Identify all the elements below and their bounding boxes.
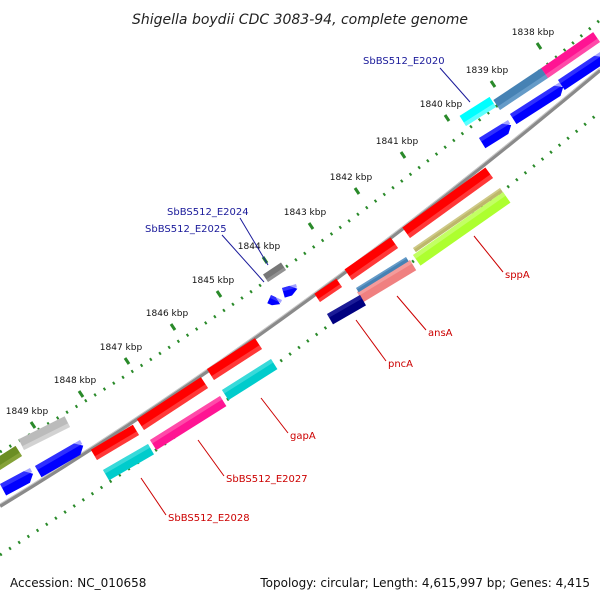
gene-labels: SbBS512_E2020 SbBS512_E2024 SbBS512_E2025s… <box>145 56 530 524</box>
tick-mark <box>77 390 85 398</box>
tick-label: 1842 kbp <box>330 173 373 183</box>
label-leader-line <box>239 217 269 266</box>
gene-label: pncA <box>388 359 413 370</box>
tick-mark <box>489 80 497 88</box>
label-leader-line <box>197 439 225 477</box>
gene-feature <box>558 52 600 90</box>
gene-feature <box>541 32 600 78</box>
tick-label: 1838 kbp <box>512 28 555 38</box>
label-leader-line <box>260 397 289 434</box>
gene-feature <box>327 295 366 325</box>
label-leader-line <box>221 234 265 283</box>
gene-feature <box>402 167 493 238</box>
tick-label: 1848 kbp <box>54 376 97 386</box>
tick-labels: 1838 kbp 1839 kbp 1840 kbp 1841 kbp 1842 kbp… <box>6 28 555 417</box>
gene-label: ansA <box>428 328 453 339</box>
gene-label: SbBS512_E2027 <box>226 474 308 485</box>
inner-tick-ring <box>0 110 600 557</box>
gene-feature <box>222 359 278 401</box>
outer-tick-ring <box>0 18 600 454</box>
gene-feature <box>18 416 70 450</box>
tick-mark <box>443 114 451 122</box>
label-leader-line <box>473 235 504 273</box>
gene-label: SbBS512_E2024 <box>167 207 249 218</box>
label-leader-line <box>355 319 387 362</box>
gene-feature <box>150 396 227 451</box>
gene-label: SbBS512_E2025 <box>145 224 227 235</box>
tick-mark <box>399 151 407 159</box>
tick-mark <box>169 323 177 331</box>
gene-feature <box>493 68 548 110</box>
gene-feature <box>459 96 496 126</box>
genome-summary-text: Topology: circular; Length: 4,615,997 bp… <box>260 576 590 590</box>
label-leader-line <box>396 295 427 331</box>
gene-feature <box>136 377 208 430</box>
label-leaders <box>140 67 504 516</box>
tick-label: 1843 kbp <box>284 208 327 218</box>
tick-label: 1845 kbp <box>192 276 235 286</box>
gene-feature <box>0 468 34 496</box>
gene-label: SbBS512_E2020 <box>363 56 445 67</box>
gene-feature <box>314 278 342 302</box>
tick-label: 1841 kbp <box>376 137 419 147</box>
gene-feature <box>479 120 512 149</box>
gene-feature <box>90 424 139 460</box>
tick-label: 1846 kbp <box>146 309 189 319</box>
label-leader-line <box>140 477 167 516</box>
gene-label: SbBS512_E2028 <box>168 513 250 524</box>
tick-label: 1839 kbp <box>466 66 509 76</box>
tick-label: 1844 kbp <box>238 242 281 252</box>
gene-label: gapA <box>290 431 316 442</box>
label-leader-line <box>439 67 471 103</box>
gene-feature <box>263 262 286 282</box>
gene-feature <box>267 295 282 306</box>
gene-feature <box>35 440 84 478</box>
genome-backbone-highlight <box>0 67 600 505</box>
map-title: Shigella boydii CDC 3083-94, complete ge… <box>132 12 468 28</box>
gene-feature <box>282 284 298 298</box>
tick-label: 1847 kbp <box>100 343 143 353</box>
tick-mark <box>29 421 37 429</box>
genome-backbone <box>0 68 600 508</box>
tick-mark <box>123 357 131 365</box>
gene-feature <box>356 257 409 293</box>
gene-feature <box>103 444 155 481</box>
tick-mark <box>215 290 223 298</box>
gene-feature <box>344 237 398 280</box>
gene-label: sppA <box>505 270 530 281</box>
gene-feature <box>510 82 564 125</box>
gene-features <box>0 32 600 496</box>
gene-feature <box>413 192 511 266</box>
gene-feature <box>206 338 262 380</box>
tick-label: 1840 kbp <box>420 100 463 110</box>
gene-feature <box>413 188 503 253</box>
accession-text: Accession: NC_010658 <box>10 576 147 590</box>
gene-feature <box>0 445 22 470</box>
tick-marks <box>29 42 543 429</box>
tick-mark <box>307 222 315 230</box>
gene-feature <box>357 260 417 303</box>
tick-label: 1849 kbp <box>6 407 49 417</box>
tick-mark <box>535 42 543 50</box>
tick-mark <box>353 187 361 195</box>
